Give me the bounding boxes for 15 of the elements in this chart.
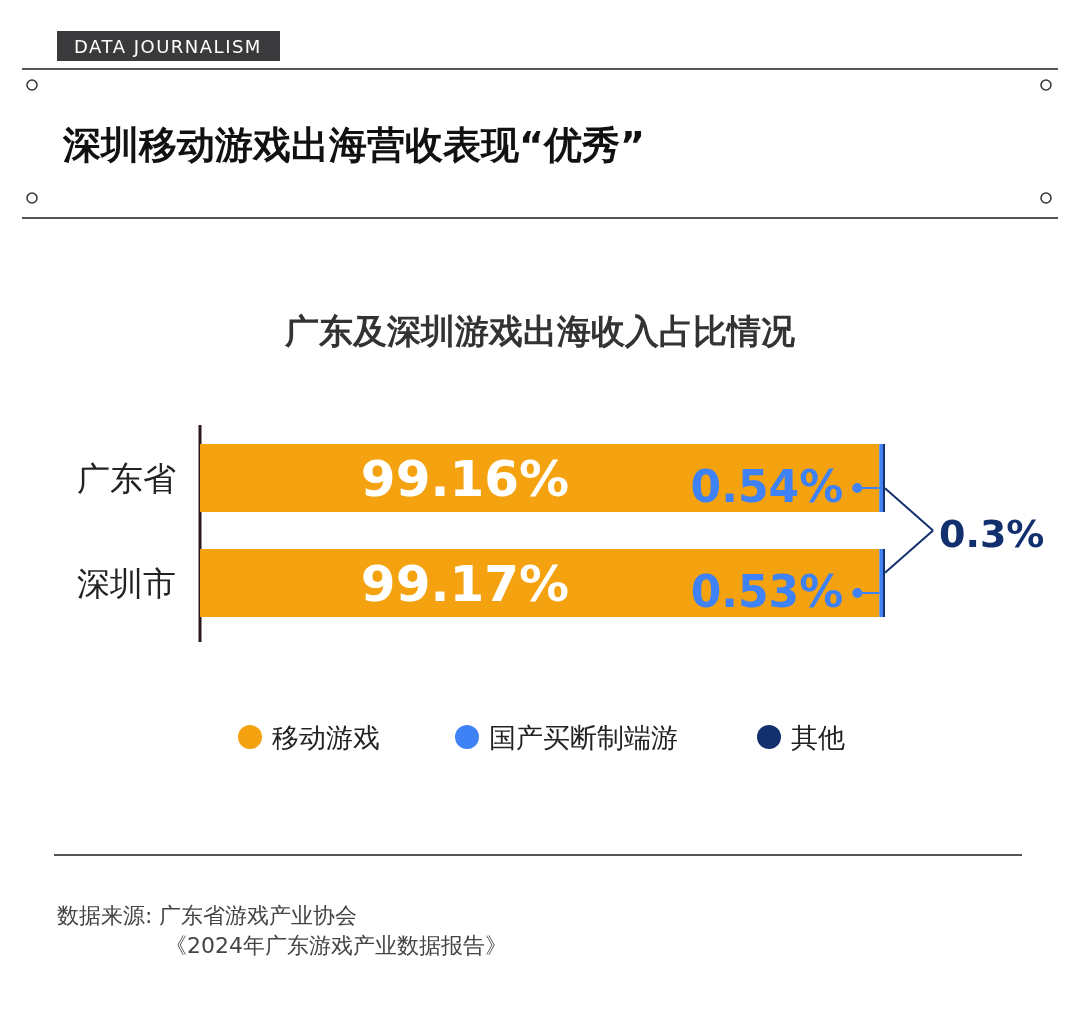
data-label: 0.53% xyxy=(690,566,844,617)
y-tick-label: 广东省 xyxy=(77,459,176,498)
data-label: 99.16% xyxy=(360,450,570,508)
chart-subtitle: 广东及深圳游戏出海收入占比情况 xyxy=(284,311,796,351)
legend-label: 移动游戏 xyxy=(272,722,380,753)
data-label: 99.17% xyxy=(360,555,570,613)
text: DATA JOURNALISM xyxy=(74,36,262,57)
chart-title: 深圳移动游戏出海营收表现“优秀” xyxy=(62,123,645,167)
data-label: 0.3% xyxy=(939,511,1045,556)
data-label: 0.54% xyxy=(690,461,844,512)
legend-label: 其他 xyxy=(791,722,845,753)
legend-label: 国产买断制端游 xyxy=(489,722,678,753)
source-note: 数据来源: 广东省游戏产业协会 xyxy=(57,903,358,928)
text: 《2024年广东游戏产业数据报告》 xyxy=(165,933,507,958)
y-tick-label: 深圳市 xyxy=(77,564,176,603)
